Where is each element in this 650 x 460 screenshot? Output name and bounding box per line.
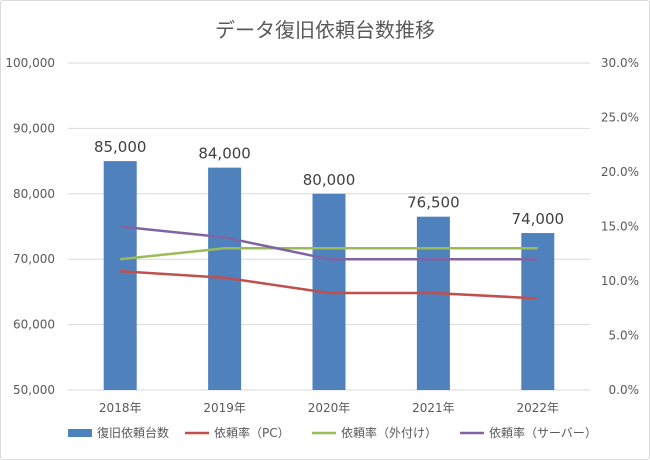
y-right-tick-label: 30.0% xyxy=(601,56,639,70)
series-line xyxy=(120,225,538,261)
y-right-tick-label: 10.0% xyxy=(601,274,639,288)
y-left-tick-label: 100,000 xyxy=(5,56,55,70)
data-labels: 85,000 84,000 80,000 76,500 74,000 xyxy=(94,138,564,228)
x-tick-label: 2022年 xyxy=(517,401,560,415)
legend-label: 依頼率（サーバー） xyxy=(489,425,597,440)
x-axis: 2018年 2019年 2020年 2021年 2022年 xyxy=(99,401,559,415)
y-right-tick-label: 25.0% xyxy=(601,111,639,125)
legend-label: 復旧依頼台数 xyxy=(97,425,169,440)
bar xyxy=(103,161,137,390)
legend-label: 依頼率（外付け） xyxy=(341,425,437,440)
y-axis-left: 50,000 60,000 70,000 80,000 90,000 100,000 xyxy=(5,56,55,397)
y-axis-right: 0.0% 5.0% 10.0% 15.0% 20.0% 25.0% 30.0% xyxy=(601,56,639,397)
chart-title: データ復旧依頼台数推移 xyxy=(215,18,435,42)
y-left-tick-label: 80,000 xyxy=(13,187,55,201)
legend: 復旧依頼台数 依頼率（PC） 依頼率（外付け） 依頼率（サーバー） xyxy=(68,425,597,440)
gridlines xyxy=(68,62,590,391)
bar xyxy=(521,233,555,390)
y-left-tick-label: 60,000 xyxy=(13,318,55,332)
y-right-tick-label: 20.0% xyxy=(601,165,639,179)
y-left-tick-label: 70,000 xyxy=(13,252,55,266)
bar-data-label: 85,000 xyxy=(94,138,147,156)
y-right-tick-label: 0.0% xyxy=(609,383,640,397)
bar-data-label: 84,000 xyxy=(198,145,251,163)
bar xyxy=(416,216,450,390)
series-line xyxy=(120,269,538,300)
bar-data-label: 76,500 xyxy=(407,194,460,212)
series-line xyxy=(120,247,538,261)
legend-label: 依頼率（PC） xyxy=(214,425,290,440)
legend-swatch xyxy=(68,429,92,437)
x-tick-label: 2021年 xyxy=(412,401,455,415)
y-left-tick-label: 50,000 xyxy=(13,383,55,397)
line-series xyxy=(120,225,538,300)
x-tick-label: 2020年 xyxy=(308,401,351,415)
y-right-tick-label: 5.0% xyxy=(609,329,640,343)
x-tick-label: 2018年 xyxy=(99,401,142,415)
bar-data-label: 74,000 xyxy=(512,210,565,228)
x-tick-label: 2019年 xyxy=(203,401,246,415)
bar-series xyxy=(103,161,555,390)
y-left-tick-label: 90,000 xyxy=(13,121,55,135)
bar-data-label: 80,000 xyxy=(303,171,356,189)
y-right-tick-label: 15.0% xyxy=(601,220,639,234)
